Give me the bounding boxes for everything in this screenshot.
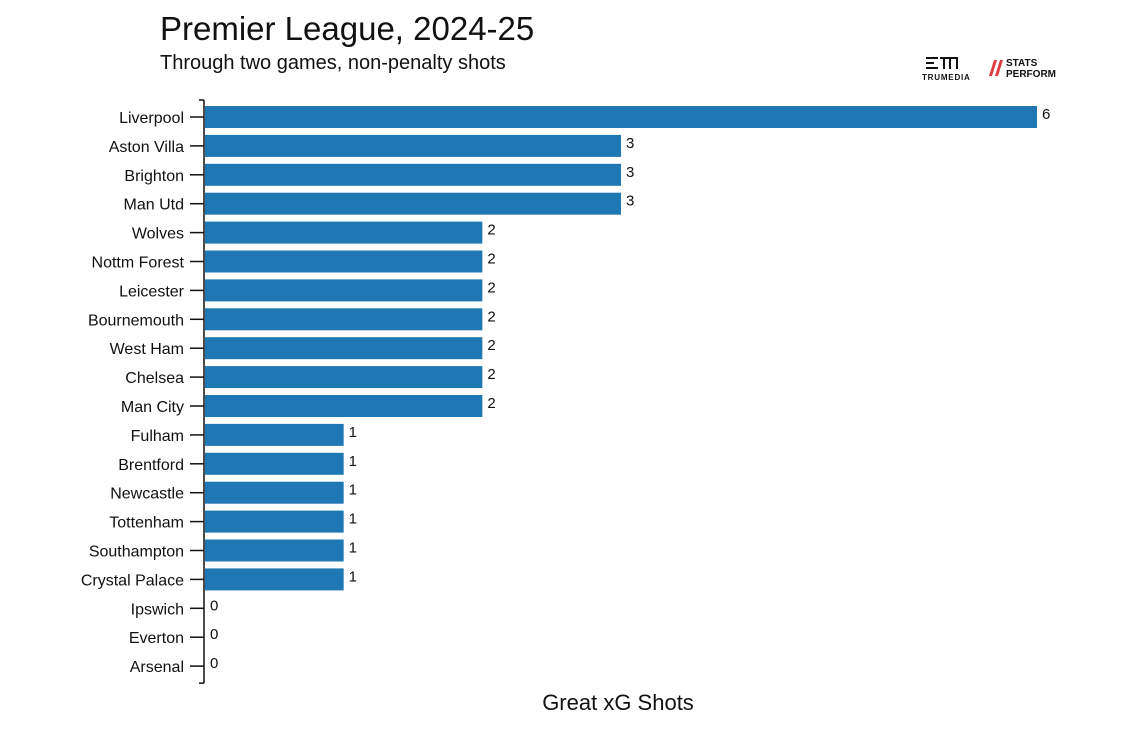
bar-value-label: 1 xyxy=(349,511,357,528)
bar xyxy=(205,481,344,504)
y-tick-label: Chelsea xyxy=(125,370,184,387)
bar-value-label: 2 xyxy=(487,308,495,325)
plot-area: Liverpool 6 Aston Villa 3 Brighton 3 Man Utd 3 W… xyxy=(81,99,1050,684)
y-tick-label: Aston Villa xyxy=(109,139,184,156)
y-tick-label: Crystal Palace xyxy=(81,572,184,589)
bar xyxy=(205,250,483,273)
y-tick-label: Everton xyxy=(129,630,184,647)
x-axis-label: Great xG Shots xyxy=(542,690,694,715)
bar-value-label: 6 xyxy=(1042,106,1050,123)
bar-value-label: 0 xyxy=(210,655,218,672)
bar xyxy=(205,452,344,475)
stats-perform-logo: STATS PERFORM xyxy=(988,56,1068,84)
y-tick-label: Arsenal xyxy=(130,659,184,676)
y-tick-label: Fulham xyxy=(131,428,184,445)
bar xyxy=(205,134,621,157)
bar xyxy=(205,366,483,389)
y-tick-label: Southampton xyxy=(89,544,184,561)
trumedia-wordmark: TRUMEDIA xyxy=(922,73,971,82)
bar xyxy=(205,337,483,360)
bar xyxy=(205,395,483,417)
bar xyxy=(205,568,344,591)
trumedia-logo: TRUMEDIA xyxy=(920,56,980,84)
y-tick-label: Brentford xyxy=(118,457,184,474)
bar xyxy=(205,279,483,302)
y-tick-label: Newcastle xyxy=(110,486,184,503)
stats-perform-line2: PERFORM xyxy=(1006,69,1056,80)
bar xyxy=(205,163,621,186)
bar-value-label: 2 xyxy=(487,222,495,239)
bar-value-label: 3 xyxy=(626,193,634,210)
bar xyxy=(205,192,621,215)
stats-perform-mark-icon xyxy=(989,60,1003,76)
stats-perform-wordmark: STATS PERFORM xyxy=(1006,58,1056,80)
y-tick-label: Nottm Forest xyxy=(92,255,185,272)
bar-value-label: 2 xyxy=(487,337,495,354)
bar-value-label: 2 xyxy=(487,251,495,268)
y-tick-label: Wolves xyxy=(132,226,184,243)
y-tick-label: Liverpool xyxy=(119,110,184,127)
bar-value-label: 3 xyxy=(626,135,634,152)
bar xyxy=(205,510,344,533)
y-tick-label: Man City xyxy=(121,399,184,416)
chart-subtitle: Through two games, non-penalty shots xyxy=(160,52,506,74)
y-tick-label: Bournemouth xyxy=(88,312,184,329)
y-tick-label: Ipswich xyxy=(131,601,184,618)
bar-value-label: 2 xyxy=(487,366,495,383)
bar xyxy=(205,308,483,331)
bar-value-label: 0 xyxy=(210,597,218,614)
bar-value-label: 0 xyxy=(210,626,218,643)
bar-value-label: 1 xyxy=(349,568,357,585)
y-tick-label: Brighton xyxy=(124,168,184,185)
trumedia-mark-icon xyxy=(926,57,958,69)
bar-value-label: 3 xyxy=(626,164,634,181)
bar-value-label: 1 xyxy=(349,424,357,441)
y-tick-label: Leicester xyxy=(119,283,185,300)
bar-value-label: 1 xyxy=(349,453,357,470)
bar-value-label: 2 xyxy=(487,395,495,412)
y-tick-label: Tottenham xyxy=(109,515,184,532)
bar-value-label: 1 xyxy=(349,540,357,557)
bar-value-label: 1 xyxy=(349,482,357,499)
logo-group: TRUMEDIA STATS PERFORM xyxy=(920,56,1070,86)
bar xyxy=(205,539,344,562)
stats-perform-line1: STATS xyxy=(1006,58,1038,69)
y-tick-label: Man Utd xyxy=(124,197,184,214)
bar-value-label: 2 xyxy=(487,279,495,296)
bar xyxy=(205,221,483,244)
bar xyxy=(205,106,1037,128)
y-tick-label: West Ham xyxy=(110,341,184,358)
chart-title: Premier League, 2024-25 xyxy=(160,10,535,47)
bar xyxy=(205,423,344,446)
